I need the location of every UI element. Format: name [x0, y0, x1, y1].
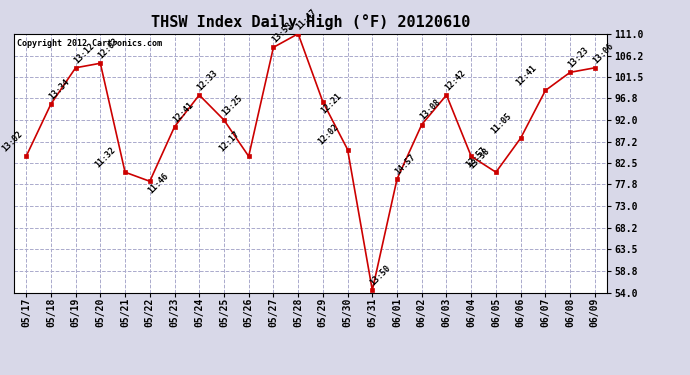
Text: 12:02: 12:02	[316, 123, 340, 147]
Text: 11:05: 11:05	[489, 111, 513, 135]
Text: 11:47: 11:47	[295, 7, 319, 31]
Text: 13:23: 13:23	[566, 45, 591, 69]
Text: 12:33: 12:33	[196, 68, 219, 92]
Text: 11:46: 11:46	[146, 171, 170, 195]
Text: 13:38: 13:38	[468, 146, 492, 170]
Title: THSW Index Daily High (°F) 20120610: THSW Index Daily High (°F) 20120610	[151, 14, 470, 30]
Text: 13:12: 13:12	[72, 41, 96, 65]
Text: Copyright 2012 Cartronics.com: Copyright 2012 Cartronics.com	[17, 39, 161, 48]
Text: 12:41: 12:41	[514, 64, 538, 88]
Text: 12:57: 12:57	[464, 146, 489, 170]
Text: 13:25: 13:25	[220, 93, 244, 117]
Text: 13:08: 13:08	[418, 98, 442, 122]
Text: 13:02: 13:02	[1, 129, 24, 153]
Text: 13:53: 13:53	[270, 21, 294, 45]
Text: 12:03: 12:03	[97, 36, 121, 60]
Text: 13:06: 13:06	[591, 41, 615, 65]
Text: 12:42: 12:42	[443, 68, 467, 92]
Text: 13:34: 13:34	[48, 77, 71, 101]
Text: 12:41: 12:41	[171, 100, 195, 124]
Text: 12:21: 12:21	[319, 92, 344, 116]
Text: 13:50: 13:50	[368, 263, 393, 288]
Text: 14:57: 14:57	[393, 152, 417, 176]
Text: 12:17: 12:17	[217, 129, 241, 153]
Text: 11:32: 11:32	[94, 146, 118, 170]
